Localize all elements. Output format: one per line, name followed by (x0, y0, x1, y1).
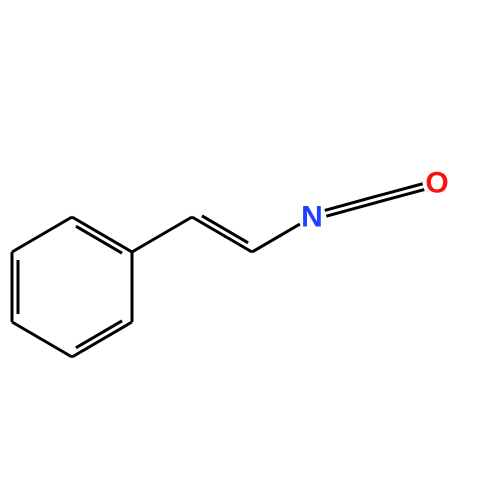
bond-line (326, 203, 375, 216)
bond-line (132, 217, 192, 252)
bond-line (72, 217, 132, 252)
bond-line (72, 322, 132, 357)
bonds-layer (12, 184, 424, 357)
bond-line (252, 224, 300, 252)
atom-label-o: O (425, 167, 448, 200)
bond-line (325, 197, 374, 210)
atoms-layer: NO (301, 167, 449, 234)
atom-label-n: N (301, 201, 323, 234)
bond-line (76, 226, 122, 253)
bond-line (192, 217, 252, 252)
molecule-canvas: NO (0, 0, 500, 500)
bond-line (76, 321, 122, 348)
bond-line (202, 216, 248, 243)
bond-line (12, 217, 72, 252)
bond-line (12, 322, 72, 357)
